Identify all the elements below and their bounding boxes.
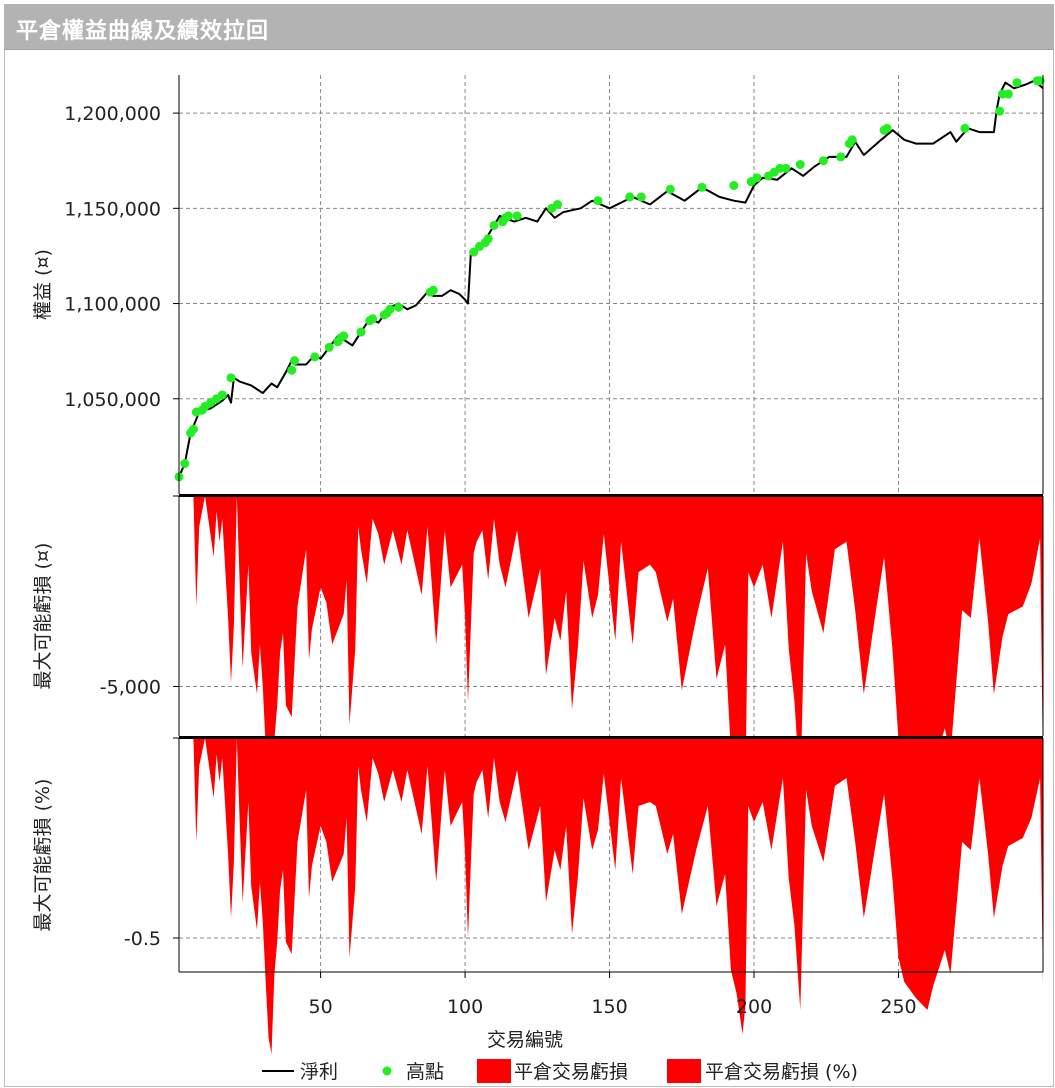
high-point-marker xyxy=(385,304,395,314)
high-point-marker xyxy=(428,285,438,295)
y-tick-label: 1,050,000 xyxy=(64,389,161,411)
title-bar: 平倉權益曲線及績效拉回 xyxy=(4,4,1054,50)
y-axis-label: 最大可能虧損 (%) xyxy=(32,779,54,932)
high-point-marker xyxy=(339,331,349,341)
x-tick-label: 250 xyxy=(880,996,916,1018)
high-point-marker xyxy=(188,424,198,434)
high-point-marker xyxy=(310,352,320,362)
legend-label: 平倉交易虧損 xyxy=(514,1061,628,1083)
high-point-marker xyxy=(226,373,236,383)
high-point-marker xyxy=(483,234,493,244)
high-point-marker xyxy=(836,152,846,162)
drawdown-area xyxy=(179,738,1043,1054)
high-point-marker xyxy=(217,390,227,400)
high-point-marker xyxy=(287,365,297,375)
high-point-marker xyxy=(394,302,404,312)
high-point-marker xyxy=(368,314,378,324)
high-point-marker xyxy=(752,173,762,183)
high-point-marker xyxy=(665,184,675,194)
legend-swatch-box xyxy=(667,1059,701,1083)
legend-label: 平倉交易虧損 (%) xyxy=(705,1061,858,1083)
x-tick-label: 150 xyxy=(591,996,627,1018)
high-point-marker xyxy=(781,163,791,173)
legend-label: 高點 xyxy=(406,1061,444,1083)
high-point-marker xyxy=(553,200,563,210)
high-point-marker xyxy=(593,196,603,206)
high-point-marker xyxy=(503,211,513,221)
high-point-marker xyxy=(847,135,857,145)
x-tick-label: 100 xyxy=(447,996,483,1018)
high-point-marker xyxy=(180,459,190,469)
high-point-marker xyxy=(625,192,635,202)
legend-label: 淨利 xyxy=(300,1061,338,1083)
legend-swatch-box xyxy=(477,1059,511,1083)
y-axis-label: 權益 (¤) xyxy=(32,249,54,320)
high-point-marker xyxy=(882,123,892,133)
chart-panel-equity: 1,050,000 1,100,000 1,150,000 1,200,000 權益 (… xyxy=(32,75,1045,494)
high-point-marker xyxy=(697,182,707,192)
drawdown-area xyxy=(179,496,1043,820)
x-tick-label: 50 xyxy=(308,996,332,1018)
high-point-marker xyxy=(356,327,366,337)
legend-swatch-dot xyxy=(382,1066,392,1076)
window-title: 平倉權益曲線及績效拉回 xyxy=(16,19,270,44)
y-tick-label: 1,200,000 xyxy=(64,103,161,125)
x-axis-label: 交易編號 xyxy=(487,1029,563,1051)
x-tick-label: 200 xyxy=(736,996,772,1018)
high-point-marker xyxy=(324,342,334,352)
high-point-marker xyxy=(469,247,479,257)
legend: 淨利 高點 平倉交易虧損 平倉交易虧損 (%) xyxy=(262,1059,858,1083)
high-point-marker xyxy=(636,192,646,202)
high-point-marker xyxy=(512,211,522,221)
high-point-marker xyxy=(729,180,739,190)
y-axis-label: 最大可能虧損 (¤) xyxy=(32,543,54,690)
high-point-marker xyxy=(489,220,499,230)
y-tick-label: -0.5 xyxy=(124,928,161,950)
y-tick-label: 1,100,000 xyxy=(64,294,161,316)
y-tick-label: -5,000 xyxy=(100,676,161,698)
high-point-marker xyxy=(1035,76,1045,86)
high-point-marker xyxy=(995,106,1005,116)
high-point-marker xyxy=(1012,78,1022,88)
equity-line xyxy=(178,79,1044,478)
high-point-marker xyxy=(960,123,970,133)
y-tick-label: 1,150,000 xyxy=(64,198,161,220)
high-point-marker xyxy=(290,356,300,366)
high-point-marker xyxy=(795,160,805,170)
high-point-marker xyxy=(818,156,828,166)
high-point-marker xyxy=(1003,89,1013,99)
